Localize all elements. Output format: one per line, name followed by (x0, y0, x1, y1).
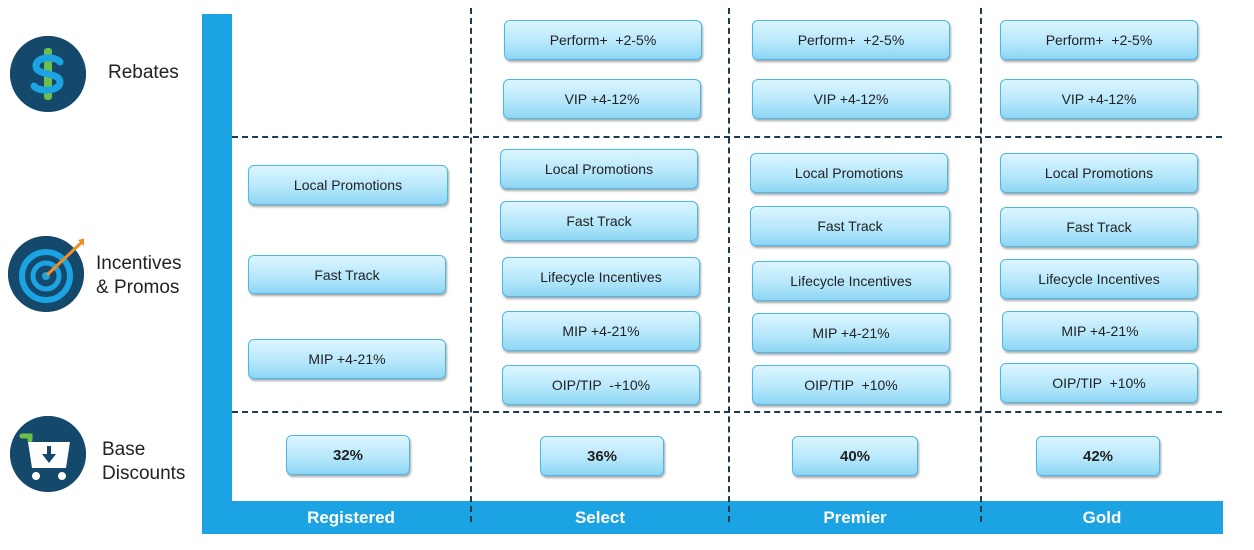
program-pill: Lifecycle Incentives (502, 257, 700, 297)
program-pill: MIP +4-21% (752, 313, 950, 353)
rebate-pill: Perform+ +2-5% (1000, 20, 1198, 60)
program-pill: Lifecycle Incentives (752, 261, 950, 301)
row-divider-rebates (232, 136, 1222, 138)
category-incentives-line1: Incentives (96, 253, 182, 274)
program-pill: Fast Track (750, 206, 950, 246)
discount-pill: 40% (792, 436, 918, 476)
program-pill: Fast Track (248, 255, 446, 294)
tier-axis-bar (202, 501, 1223, 534)
program-pill: Local Promotions (1000, 153, 1198, 193)
program-pill: MIP +4-21% (1002, 311, 1198, 351)
column-divider-2 (728, 8, 730, 522)
vertical-axis-bar (202, 14, 232, 534)
discount-pill: 32% (286, 435, 410, 475)
program-pill: Local Promotions (248, 165, 448, 205)
program-pill: MIP +4-21% (502, 311, 700, 351)
program-pill: OIP/TIP -+10% (502, 365, 700, 405)
target-arrow-icon (8, 236, 86, 312)
program-pill: Local Promotions (750, 153, 948, 193)
category-base-line1: Base (102, 439, 146, 460)
row-divider-discounts (232, 411, 1222, 413)
category-base-line2: Discounts (102, 463, 186, 484)
column-divider-1 (470, 8, 472, 522)
rebate-pill: Perform+ +2-5% (752, 20, 950, 60)
program-pill: OIP/TIP +10% (752, 365, 950, 405)
dollar-icon (10, 36, 86, 112)
column-divider-3 (980, 8, 982, 522)
discount-pill: 36% (540, 436, 664, 476)
tier-label-premier: Premier (823, 508, 887, 527)
category-incentives-line2: & Promos (96, 277, 180, 298)
tier-label-gold: Gold (1082, 508, 1122, 527)
category-incentives-label: Incentives & Promos (96, 252, 182, 300)
tier-label-select: Select (574, 508, 626, 527)
tier-label-registered: Registered (307, 508, 395, 527)
program-pill: Fast Track (1000, 207, 1198, 247)
program-pill: OIP/TIP +10% (1000, 363, 1198, 403)
program-pill: Local Promotions (500, 149, 698, 189)
program-pill: MIP +4-21% (248, 339, 446, 379)
program-pill: Fast Track (500, 201, 698, 241)
cart-download-icon (10, 416, 86, 492)
category-rebates-label: Rebates (108, 62, 179, 83)
rebate-pill: Perform+ +2-5% (504, 20, 702, 60)
category-base-label: Base Discounts (102, 438, 185, 486)
rebate-pill: VIP +4-12% (1000, 79, 1198, 119)
rebate-pill: VIP +4-12% (752, 79, 950, 119)
discount-pill: 42% (1036, 436, 1160, 476)
program-pill: Lifecycle Incentives (1000, 259, 1198, 299)
rebate-pill: VIP +4-12% (503, 79, 701, 119)
